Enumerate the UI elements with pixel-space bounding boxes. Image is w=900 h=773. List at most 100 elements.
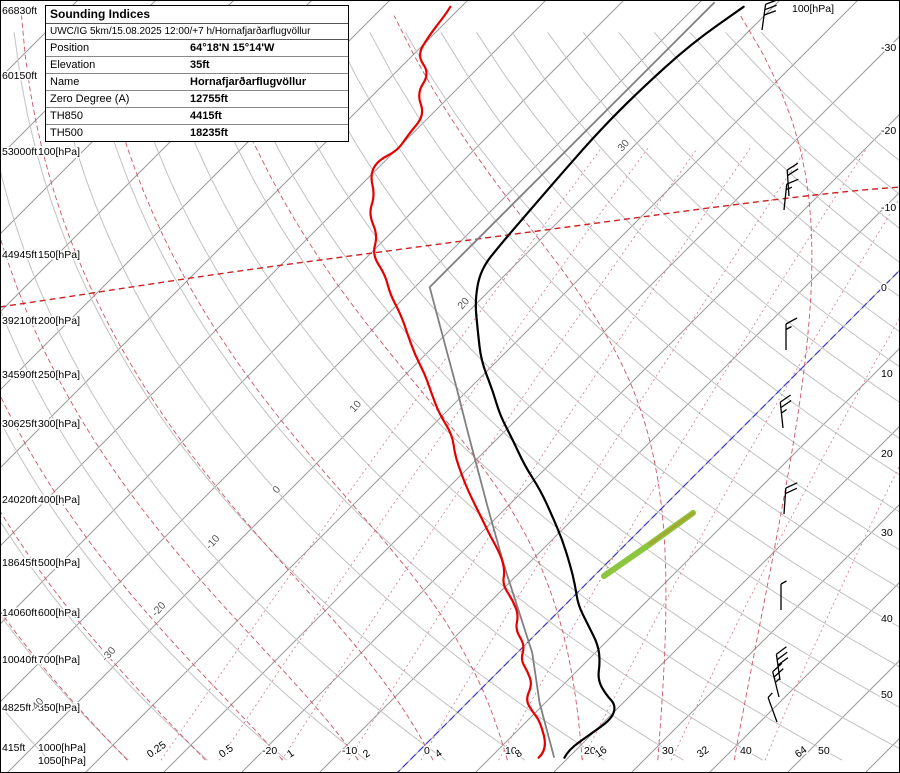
dry-adiabat-line bbox=[0, 419, 288, 761]
wind-barb bbox=[780, 580, 787, 610]
mixing-ratio-line bbox=[281, 147, 698, 761]
wind-barb-tick bbox=[774, 677, 781, 683]
moist-adiabat-line bbox=[95, 15, 508, 761]
moist-adiabat-line bbox=[0, 610, 128, 761]
mixing-ratio-line bbox=[420, 147, 808, 761]
altitude-ft-label: 415ft bbox=[2, 742, 25, 754]
isotherm-line bbox=[240, 113, 900, 773]
wind-barb-staff bbox=[772, 671, 780, 698]
wind-barb-tick bbox=[775, 646, 787, 655]
altitude-ft-label: 60150ft bbox=[2, 70, 37, 82]
right-temp-label: 50 bbox=[881, 689, 893, 701]
wind-barb-tick bbox=[786, 162, 799, 171]
mixing-ratio-line bbox=[498, 147, 868, 761]
wind-barb-staff bbox=[761, 4, 767, 31]
wind-barb bbox=[783, 178, 799, 211]
bottom-temp-label: 40 bbox=[740, 745, 752, 757]
pressure-label: 200[hPa] bbox=[38, 315, 80, 327]
diagonal-temp-label: -30 bbox=[99, 645, 118, 664]
dry-adiabat-line bbox=[49, 32, 605, 761]
pressure-label: 1000[hPa] bbox=[38, 742, 86, 754]
wind-barb-tick bbox=[781, 408, 787, 414]
indices-row: TH850 4415ft bbox=[46, 108, 348, 125]
diagonal-temp-label: 30 bbox=[615, 137, 632, 154]
wind-barb-tick bbox=[764, 4, 777, 11]
dry-adiabat-line bbox=[13, 32, 526, 761]
row-label: TH850 bbox=[50, 110, 84, 122]
isotherm-line bbox=[162, 35, 900, 773]
indices-row: Elevation 35ft bbox=[46, 57, 348, 74]
right-temp-label: 20 bbox=[881, 448, 893, 460]
dry-adiabat-line bbox=[262, 32, 900, 668]
pressure-label: 400[hPa] bbox=[38, 494, 80, 506]
right-temp-label: -30 bbox=[881, 42, 896, 54]
altitude-ft-label: 44945ft bbox=[2, 249, 37, 261]
right-temp-label: -20 bbox=[881, 125, 896, 137]
mixing-ratio-line bbox=[581, 196, 900, 761]
altitude-ft-label: 10040ft bbox=[2, 654, 37, 666]
pressure-label: 500[hPa] bbox=[38, 557, 80, 569]
pressure-label: 250[hPa] bbox=[38, 369, 80, 381]
altitude-ft-label: 18645ft bbox=[2, 557, 37, 569]
mixing-ratio-label: 64 bbox=[793, 744, 810, 761]
bottom-temp-label: 10 bbox=[505, 745, 517, 757]
altitude-ft-label: 4825ft bbox=[2, 702, 31, 714]
dry-adiabat-line bbox=[298, 32, 900, 628]
dry-adiabat-line bbox=[440, 32, 900, 476]
isotherm-line bbox=[0, 0, 547, 547]
green-highlight-core bbox=[648, 511, 695, 546]
right-temp-label: 10 bbox=[881, 368, 893, 380]
mixing-ratio-label: 0.25 bbox=[145, 739, 169, 761]
indices-row: Zero Degree (A) 12755ft bbox=[46, 91, 348, 108]
dry-adiabat-line bbox=[155, 32, 843, 761]
dry-adiabat-line bbox=[0, 519, 208, 761]
mixing-ratio-line bbox=[160, 147, 602, 761]
row-value: 12755ft bbox=[190, 93, 228, 105]
top-right-pressure-label: 100[hPa] bbox=[792, 3, 834, 15]
dry-adiabat-line bbox=[0, 613, 129, 761]
dry-adiabat-line bbox=[227, 32, 900, 709]
isotherm-line bbox=[0, 0, 157, 157]
pressure-label: 850[hPa] bbox=[38, 702, 80, 714]
wind-barb-tick bbox=[773, 668, 784, 678]
row-value: 64°18'N 15°14'W bbox=[190, 42, 275, 54]
dry-adiabat-line bbox=[547, 32, 900, 368]
wind-barb-tick bbox=[779, 394, 791, 403]
wind-barb bbox=[785, 317, 798, 350]
wind-barb-tick bbox=[777, 657, 789, 666]
dry-adiabat-line bbox=[511, 32, 900, 404]
wind-barb-tick bbox=[785, 325, 792, 331]
diagonal-temp-label: 10 bbox=[347, 398, 364, 415]
temperature-curve bbox=[474, 5, 745, 759]
dry-adiabat-line bbox=[404, 32, 900, 513]
bottom-temp-label: 0 bbox=[424, 745, 430, 757]
isotherm-line bbox=[396, 269, 900, 773]
wind-barb-staff bbox=[783, 488, 787, 515]
pressure-label: 300[hPa] bbox=[38, 418, 80, 430]
wind-barb-tick bbox=[780, 580, 787, 585]
moist-adiabat-line bbox=[206, 15, 583, 761]
altitude-ft-label: 53000ft bbox=[2, 146, 37, 158]
moist-adiabat-line bbox=[0, 394, 284, 761]
isotherm-line bbox=[630, 503, 900, 773]
dry-adiabat-line bbox=[476, 32, 900, 440]
indices-row: Name Hornafjarðarflugvöllur bbox=[46, 74, 348, 91]
right-temp-label: 30 bbox=[881, 527, 893, 539]
isotherm-line bbox=[6, 0, 781, 773]
mixing-ratio-label: 1 bbox=[285, 747, 297, 760]
wind-barb-staff bbox=[767, 697, 778, 723]
altitude-ft-label: 39210ft bbox=[2, 315, 37, 327]
bottom-temp-label: -20 bbox=[262, 745, 277, 757]
isotherm-line bbox=[708, 581, 900, 773]
isotherm-line bbox=[84, 0, 859, 773]
pressure-label: 600[hPa] bbox=[38, 607, 80, 619]
wind-barb-tick bbox=[763, 10, 777, 16]
panel-title: Sounding Indices bbox=[46, 6, 348, 24]
wind-barb-tick bbox=[776, 651, 788, 661]
panel-subtitle: UWC/IG 5km/15.08.2025 12:00/+7 h/Hornafj… bbox=[46, 24, 348, 40]
wind-barb bbox=[779, 394, 792, 429]
wind-barb-tick bbox=[785, 482, 798, 489]
row-label: Position bbox=[50, 42, 90, 54]
